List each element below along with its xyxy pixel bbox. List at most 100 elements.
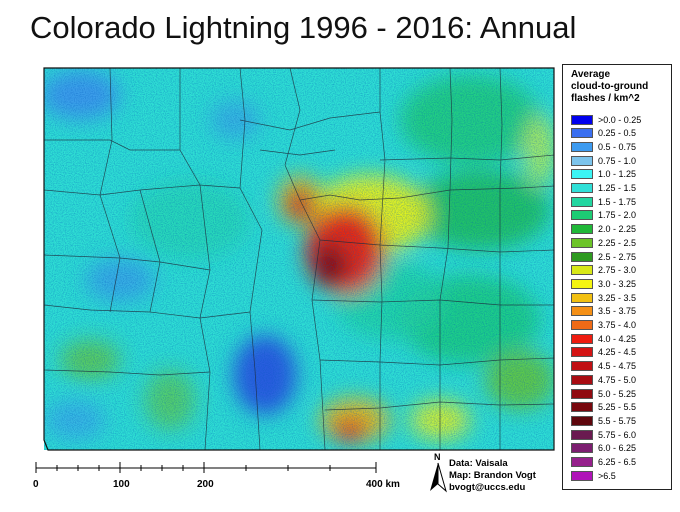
legend-swatch <box>571 155 593 166</box>
scale-tick-0: 0 <box>33 479 39 490</box>
legend-label: 4.25 - 4.5 <box>598 347 637 358</box>
legend-item: 6.25 - 6.5 <box>571 456 636 469</box>
legend-label: 1.5 - 1.75 <box>598 196 637 207</box>
legend-label: 2.25 - 2.5 <box>598 237 637 248</box>
legend: Average cloud-to-ground flashes / km^2 >… <box>562 64 672 490</box>
credit-data-source: Data: Vaisala <box>449 458 508 469</box>
north-arrow-icon <box>430 462 447 493</box>
legend-swatch <box>571 457 593 467</box>
legend-item: 0.25 - 0.5 <box>571 127 636 140</box>
legend-item: 5.75 - 6.0 <box>571 428 636 441</box>
legend-item: 2.5 - 2.75 <box>571 250 636 263</box>
legend-item: 3.0 - 3.25 <box>571 277 636 290</box>
legend-item: 5.5 - 5.75 <box>571 414 636 427</box>
legend-label: 2.0 - 2.25 <box>598 224 637 235</box>
legend-swatch <box>571 388 593 399</box>
scale-tick-200: 200 <box>197 479 214 490</box>
legend-label: 0.75 - 1.0 <box>598 155 637 166</box>
legend-title: Average cloud-to-ground flashes / km^2 <box>571 69 649 104</box>
legend-item: 4.75 - 5.0 <box>571 373 636 386</box>
legend-item: 5.25 - 5.5 <box>571 401 636 414</box>
legend-swatch <box>571 470 593 481</box>
legend-swatch <box>571 183 593 193</box>
legend-swatch <box>571 443 593 454</box>
north-label: N <box>434 452 441 462</box>
legend-item: 3.75 - 4.0 <box>571 319 636 332</box>
legend-swatch <box>571 374 593 385</box>
legend-swatch <box>571 196 593 207</box>
credit-email: bvogt@uccs.edu <box>449 482 526 493</box>
legend-item: 1.5 - 1.75 <box>571 195 636 208</box>
legend-item: >0.0 - 0.25 <box>571 113 641 126</box>
legend-swatch <box>571 141 593 152</box>
legend-item: 3.25 - 3.5 <box>571 291 636 304</box>
legend-item: 3.5 - 3.75 <box>571 305 636 318</box>
legend-swatch <box>571 169 593 180</box>
legend-swatch <box>571 237 593 248</box>
legend-swatch <box>571 128 593 139</box>
legend-label: 0.25 - 0.5 <box>598 128 637 139</box>
legend-item: 6.0 - 6.25 <box>571 442 636 455</box>
legend-label: 1.0 - 1.25 <box>598 169 637 180</box>
legend-swatch <box>571 210 593 221</box>
legend-label: 5.0 - 5.25 <box>598 388 637 399</box>
scale-bar <box>35 462 377 473</box>
state-border <box>43 67 555 451</box>
legend-label: 3.75 - 4.0 <box>598 320 637 330</box>
legend-label: 6.25 - 6.5 <box>598 457 637 467</box>
legend-label: 5.25 - 5.5 <box>598 402 637 413</box>
legend-swatch <box>571 224 593 235</box>
legend-item: 4.5 - 4.75 <box>571 360 636 373</box>
legend-item: 5.0 - 5.25 <box>571 387 636 400</box>
county-boundaries <box>43 67 555 451</box>
legend-item: 1.75 - 2.0 <box>571 209 636 222</box>
legend-label: 6.0 - 6.25 <box>598 443 637 454</box>
density-speckle <box>44 68 554 450</box>
legend-swatch <box>571 333 593 344</box>
legend-item: >6.5 <box>571 469 616 482</box>
legend-swatch <box>571 114 593 125</box>
legend-label: 4.0 - 4.25 <box>598 333 637 344</box>
scale-tick-100: 100 <box>113 479 130 490</box>
scale-tick-400: 400 km <box>366 479 400 490</box>
legend-label: 2.5 - 2.75 <box>598 251 637 262</box>
legend-label: 3.25 - 3.5 <box>598 292 637 303</box>
state-area <box>44 68 554 450</box>
legend-label: 2.75 - 3.0 <box>598 265 637 276</box>
legend-label: 1.75 - 2.0 <box>598 210 637 221</box>
legend-item: 2.25 - 2.5 <box>571 236 636 249</box>
legend-item: 0.5 - 0.75 <box>571 140 636 153</box>
legend-item: 4.0 - 4.25 <box>571 332 636 345</box>
legend-swatch <box>571 265 593 276</box>
legend-label: 4.5 - 4.75 <box>598 361 637 372</box>
legend-swatch <box>571 306 593 317</box>
legend-swatch <box>571 415 593 426</box>
credit-author: Map: Brandon Vogt <box>449 470 536 481</box>
credits: Data: Vaisala Map: Brandon Vogt bvogt@uc… <box>449 458 536 494</box>
legend-label: 3.0 - 3.25 <box>598 278 637 289</box>
legend-swatch <box>571 251 593 262</box>
legend-swatch <box>571 361 593 372</box>
legend-swatch <box>571 320 593 330</box>
legend-swatch <box>571 292 593 303</box>
legend-label: 5.75 - 6.0 <box>598 429 637 440</box>
legend-item: 2.0 - 2.25 <box>571 223 636 236</box>
legend-item: 1.0 - 1.25 <box>571 168 636 181</box>
legend-swatch <box>571 429 593 440</box>
legend-label: >0.0 - 0.25 <box>598 114 642 125</box>
legend-label: 3.5 - 3.75 <box>598 306 637 317</box>
legend-label: 5.5 - 5.75 <box>598 415 637 426</box>
legend-label: 1.25 - 1.5 <box>598 183 637 193</box>
legend-item: 0.75 - 1.0 <box>571 154 636 167</box>
legend-label: >6.5 <box>598 470 616 481</box>
legend-item: 4.25 - 4.5 <box>571 346 636 359</box>
legend-swatch <box>571 347 593 358</box>
legend-label: 4.75 - 5.0 <box>598 374 637 385</box>
legend-swatch <box>571 278 593 289</box>
legend-item: 2.75 - 3.0 <box>571 264 636 277</box>
map-title: Colorado Lightning 1996 - 2016: Annual <box>30 10 577 45</box>
legend-label: 0.5 - 0.75 <box>598 141 637 152</box>
legend-swatch <box>571 402 593 413</box>
legend-item: 1.25 - 1.5 <box>571 182 636 195</box>
